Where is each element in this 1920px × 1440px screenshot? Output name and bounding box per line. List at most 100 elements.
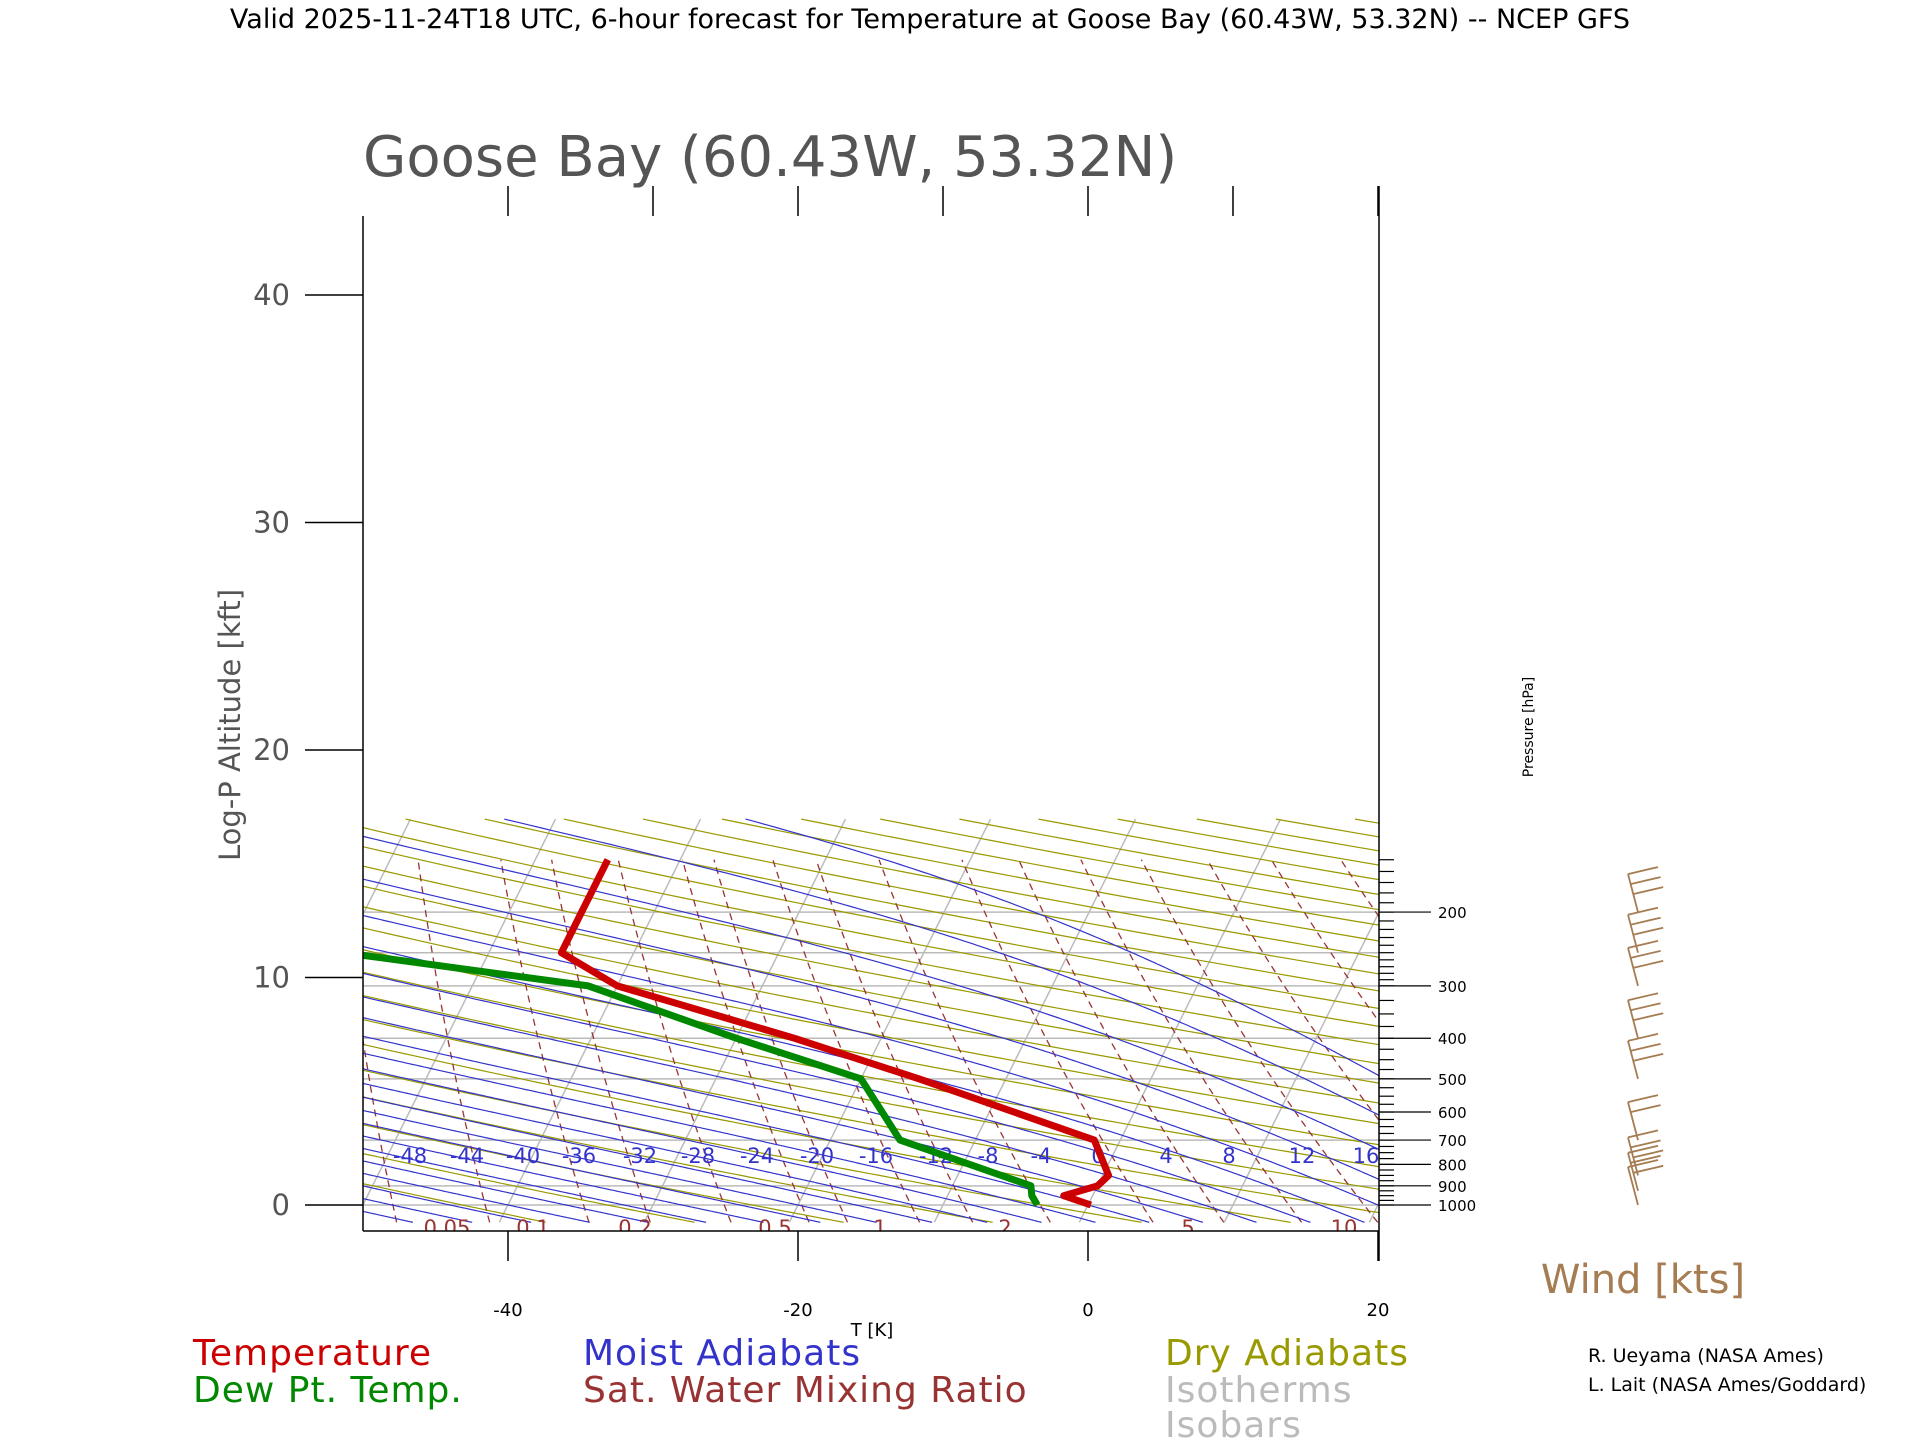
mixing-ratio-line	[772, 859, 921, 1223]
mixing-ratio-line	[961, 859, 1154, 1223]
mixing-ratio-line	[1080, 859, 1303, 1223]
wind-barb-staff	[1627, 914, 1639, 953]
isotherm-line	[1223, 910, 1379, 1223]
mixing-ratio-label: 0.1	[516, 1216, 549, 1240]
p-tick-label: 700	[1438, 1132, 1467, 1150]
wind-barb-staff	[1627, 1000, 1639, 1039]
moist-adiabat-line	[363, 1122, 821, 1223]
moist-adiabat-label: -24	[740, 1144, 774, 1168]
wind-barb	[1627, 1144, 1664, 1192]
dry-adiabat-line	[363, 1183, 546, 1223]
x-tick-label: 0	[1082, 1300, 1093, 1321]
wind-barb-staff	[1627, 1152, 1639, 1192]
moist-adiabat-label: -40	[506, 1144, 540, 1168]
moist-adiabat-line	[363, 1096, 933, 1223]
dry-adiabat-line	[363, 846, 1379, 1046]
moist-adiabat-line	[363, 1210, 414, 1223]
moist-adiabat-line	[363, 1147, 707, 1223]
mixing-ratio-label: 2	[998, 1216, 1011, 1240]
dry-adiabat-line	[363, 949, 1379, 1146]
wind-barb-feather	[1632, 926, 1664, 936]
wind-barb-feather	[1627, 940, 1659, 949]
legend-mixing-ratio: Sat. Water Mixing Ratio	[583, 1370, 1028, 1411]
dry-adiabat-line	[1434, 819, 1920, 1222]
legend-moist-adiabats: Moist Adiabats	[583, 1333, 861, 1374]
moist-adiabat-line	[363, 1185, 532, 1223]
moist-adiabat-line	[745, 818, 1379, 1077]
moist-adiabat-label: -8	[978, 1144, 999, 1168]
wind-title: Wind [kts]	[1541, 1257, 1745, 1303]
dry-adiabat-line	[363, 1096, 993, 1223]
wind-barb-feather	[1630, 1139, 1661, 1149]
dry-adiabat-line	[642, 818, 1379, 958]
mixing-ratio-line	[1502, 860, 1838, 1223]
wind-barb-feather	[1627, 1094, 1659, 1103]
p-tick-label: 500	[1438, 1071, 1467, 1089]
moist-adiabat-label: -44	[450, 1144, 484, 1168]
p-tick-label: 1000	[1438, 1197, 1476, 1215]
wind-barb-feather	[1627, 1144, 1659, 1154]
credit-2: L. Lait (NASA Ames/Goddard)	[1588, 1374, 1866, 1396]
wind-barb-feather	[1632, 1012, 1664, 1022]
dry-adiabat-line	[721, 818, 1379, 942]
isotherm-line	[933, 818, 1137, 1223]
x-tick-label: -20	[783, 1300, 812, 1321]
moist-adiabat-line	[363, 972, 1311, 1223]
mixing-ratio-label: 0.05	[424, 1216, 471, 1240]
moist-adiabat-line	[363, 1172, 590, 1223]
wind-barb-staff	[1627, 1101, 1639, 1141]
wind-barb-feather	[1627, 1129, 1659, 1139]
x-axis-label: T [K]	[850, 1320, 894, 1341]
moist-adiabat-label: -32	[623, 1144, 657, 1168]
wind-barb-feather	[1630, 1002, 1661, 1012]
page-header: Valid 2025-11-24T18 UTC, 6-hour forecast…	[230, 4, 1630, 35]
moist-adiabat-label: -36	[562, 1144, 596, 1168]
dry-adiabat-line	[363, 1152, 695, 1223]
p-tick-label: 400	[1438, 1030, 1467, 1048]
dry-adiabat-line	[363, 906, 1379, 1104]
moist-adiabat-label: 12	[1289, 1144, 1316, 1168]
moist-adiabat-label: -20	[800, 1144, 834, 1168]
dry-adiabat-line	[363, 927, 1379, 1125]
isotherm-line	[1078, 818, 1282, 1223]
credit-1: R. Ueyama (NASA Ames)	[1588, 1345, 1824, 1367]
mixing-ratio-label: 5	[1181, 1216, 1194, 1240]
wind-barb-feather	[1630, 916, 1661, 926]
dry-adiabat-line	[363, 827, 1379, 1027]
moist-adiabat-label: -16	[859, 1144, 893, 1168]
mixing-ratio-line	[500, 859, 590, 1223]
wind-barb-staff	[1627, 947, 1639, 987]
wind-barb	[1627, 1129, 1664, 1176]
p-tick-label: 200	[1438, 904, 1467, 922]
y-tick-label: 40	[253, 278, 290, 312]
mixing-ratio-line	[617, 859, 732, 1223]
x-tick-label: -40	[493, 1300, 522, 1321]
mixing-ratio-line	[363, 1035, 398, 1223]
x-tick-label: 20	[1367, 1300, 1390, 1321]
dry-adiabat-line	[363, 1043, 1291, 1223]
isotherm-line	[1368, 1201, 1379, 1223]
mixing-ratio-line	[244, 860, 283, 1223]
y-tick-label: 30	[253, 506, 290, 540]
moist-adiabat-label: -4	[1031, 1144, 1052, 1168]
moist-adiabat-line	[363, 1135, 764, 1223]
moist-adiabat-line	[363, 1052, 1096, 1223]
p-tick-label: 600	[1438, 1104, 1467, 1122]
wind-barb-feather	[1630, 1042, 1661, 1052]
mixing-ratio-line	[1421, 860, 1733, 1223]
wind-barb-feather	[1632, 886, 1664, 895]
wind-barbs	[1627, 866, 1664, 1206]
isotherm-line	[363, 818, 557, 1207]
moist-adiabat-label: -28	[681, 1144, 715, 1168]
dry-adiabat-line	[405, 818, 1379, 1010]
mixing-ratio-label: 0.5	[758, 1216, 791, 1240]
legend-dewpoint: Dew Pt. Temp.	[193, 1370, 463, 1411]
moist-adiabat-line	[0, 819, 354, 1222]
p-tick-label: 800	[1438, 1156, 1467, 1174]
mixing-ratio-line	[815, 859, 974, 1223]
dry-adiabat-line	[363, 971, 1379, 1168]
wind-barb-feather	[1632, 960, 1664, 969]
moist-adiabat-label: -48	[393, 1144, 427, 1168]
wind-barb-feather	[1632, 1052, 1664, 1062]
mixing-ratio-line	[550, 859, 651, 1223]
